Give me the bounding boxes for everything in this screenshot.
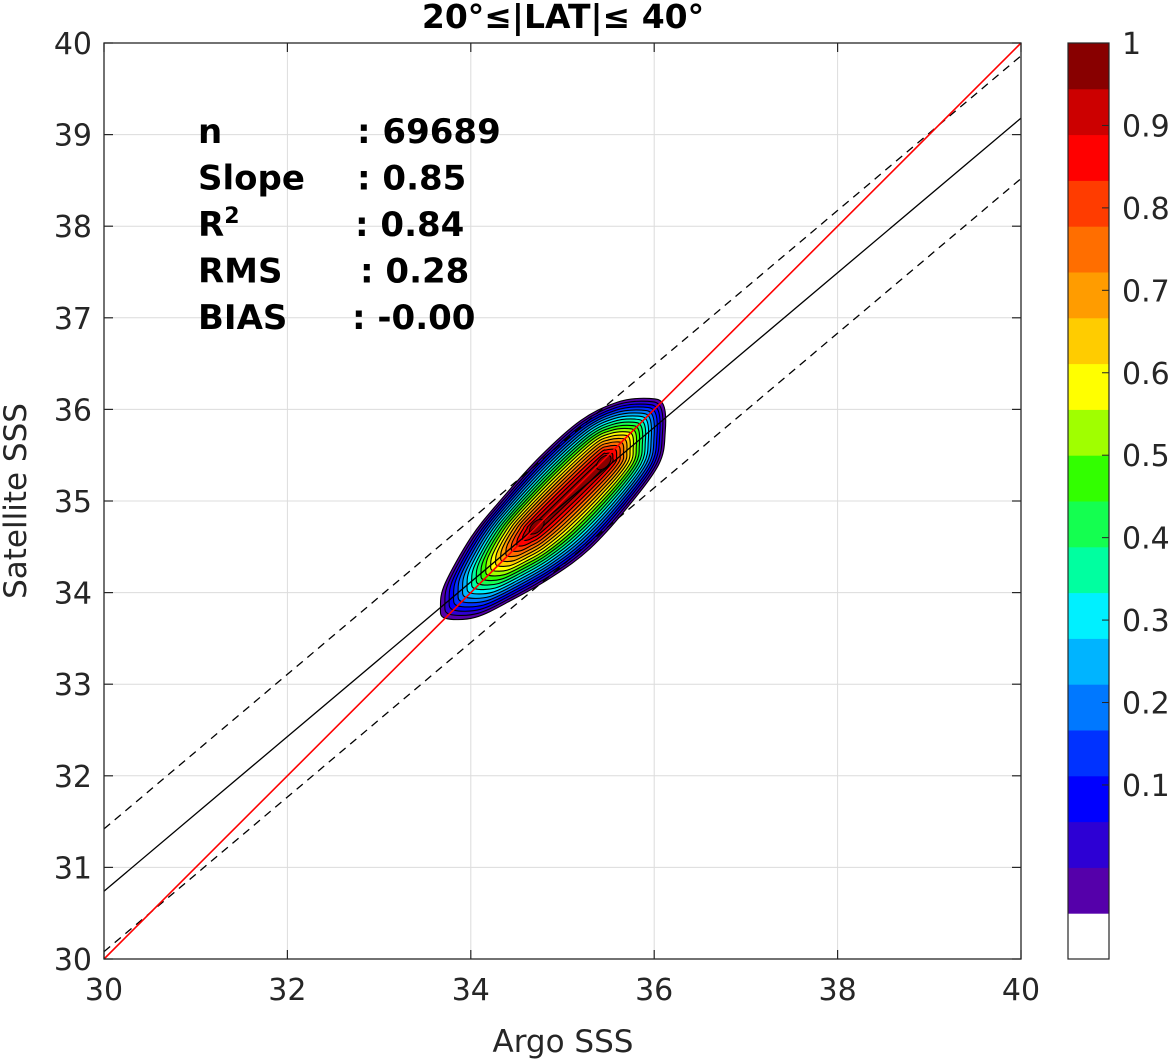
y-tick-label: 39 <box>54 119 92 154</box>
colorbar-tick-label: 1 <box>1122 27 1141 62</box>
y-tick-label: 32 <box>54 760 92 795</box>
colorbar-tick-label: 0.3 <box>1122 604 1170 639</box>
colorbar-segment <box>1068 317 1109 365</box>
y-tick-label: 38 <box>54 210 92 245</box>
stat-label: R2 <box>198 204 240 245</box>
colorbar-tick-label: 0.8 <box>1122 192 1170 227</box>
one-to-one-line <box>103 42 1022 960</box>
colorbar: 0.1 0.2 0.3 0.4 0.5 0.6 0.7 0.8 0.9 1 <box>1067 27 1170 960</box>
y-tick-label: 31 <box>54 851 92 886</box>
x-axis-label: Argo SSS <box>493 1024 634 1060</box>
colorbar-tick-label: 0.2 <box>1122 687 1170 722</box>
chart-title: 20°≤|LAT|≤ 40° <box>422 0 704 36</box>
colorbar-segment <box>1068 180 1109 227</box>
stat-label: RMS <box>198 252 283 292</box>
reference-lines <box>103 42 1022 960</box>
y-tick-label: 33 <box>54 668 92 703</box>
x-tick-label: 30 <box>85 973 123 1008</box>
stat-label: n <box>198 112 222 152</box>
stat-label: Slope <box>198 159 305 199</box>
stat-value: : 0.28 <box>360 252 469 292</box>
y-axis-label: Satellite SSS <box>0 403 34 599</box>
y-tick-label: 36 <box>54 393 92 428</box>
stat-label: BIAS <box>198 298 287 338</box>
colorbar-segment <box>1068 43 1109 90</box>
y-tick-label: 30 <box>54 943 92 978</box>
x-tick-label: 36 <box>635 973 673 1008</box>
colorbar-segment <box>1068 226 1109 273</box>
y-tick-label: 35 <box>54 485 92 520</box>
colorbar-segment <box>1068 546 1109 594</box>
colorbar-segment <box>1068 867 1109 914</box>
colorbar-segment <box>1068 913 1109 960</box>
x-tick-label: 40 <box>1002 973 1040 1008</box>
colorbar-segment <box>1068 134 1109 181</box>
colorbar-tick-label: 0.7 <box>1122 274 1170 309</box>
lower-bound-line <box>103 178 1022 953</box>
colorbar-segment <box>1068 638 1109 685</box>
y-tick-label: 40 <box>54 27 92 62</box>
stat-value: : 0.85 <box>357 159 466 199</box>
colorbar-tick-label: 0.4 <box>1122 522 1170 557</box>
x-tick-label: 32 <box>268 973 306 1008</box>
colorbar-segment <box>1068 821 1109 868</box>
x-tick-label: 38 <box>819 973 857 1008</box>
colorbar-segment <box>1068 363 1109 410</box>
colorbar-segment <box>1068 592 1109 639</box>
stat-value: : 0.84 <box>355 205 464 245</box>
colorbar-tick-label: 0.6 <box>1122 357 1170 392</box>
colorbar-segment <box>1068 88 1109 136</box>
stat-value: : 69689 <box>357 112 501 152</box>
x-tick-label: 34 <box>452 973 490 1008</box>
stat-value: : -0.00 <box>352 298 475 338</box>
colorbar-segment <box>1068 730 1109 777</box>
axes: 30 32 34 36 38 40 30 31 32 33 34 35 36 37 38 39 40 <box>54 27 1040 1008</box>
colorbar-segment <box>1068 272 1109 319</box>
colorbar-segment <box>1068 684 1109 731</box>
y-tick-label: 34 <box>54 577 92 612</box>
y-tick-label: 37 <box>54 302 92 337</box>
colorbar-segment <box>1068 775 1109 823</box>
colorbar-tick-label: 0.1 <box>1122 769 1170 804</box>
stats-box: n : 69689 Slope : 0.85 R2 : 0.84 RMS : 0.28 BIAS… <box>198 112 501 338</box>
colorbar-segment <box>1068 501 1109 548</box>
colorbar-tick-label: 0.9 <box>1122 109 1170 144</box>
regression-line <box>103 117 1022 892</box>
upper-bound-line <box>103 55 1022 830</box>
colorbar-segment <box>1068 409 1109 456</box>
colorbar-frame <box>1067 42 1110 960</box>
colorbar-tick-label: 0.5 <box>1122 439 1170 474</box>
colorbar-segment <box>1068 455 1109 502</box>
